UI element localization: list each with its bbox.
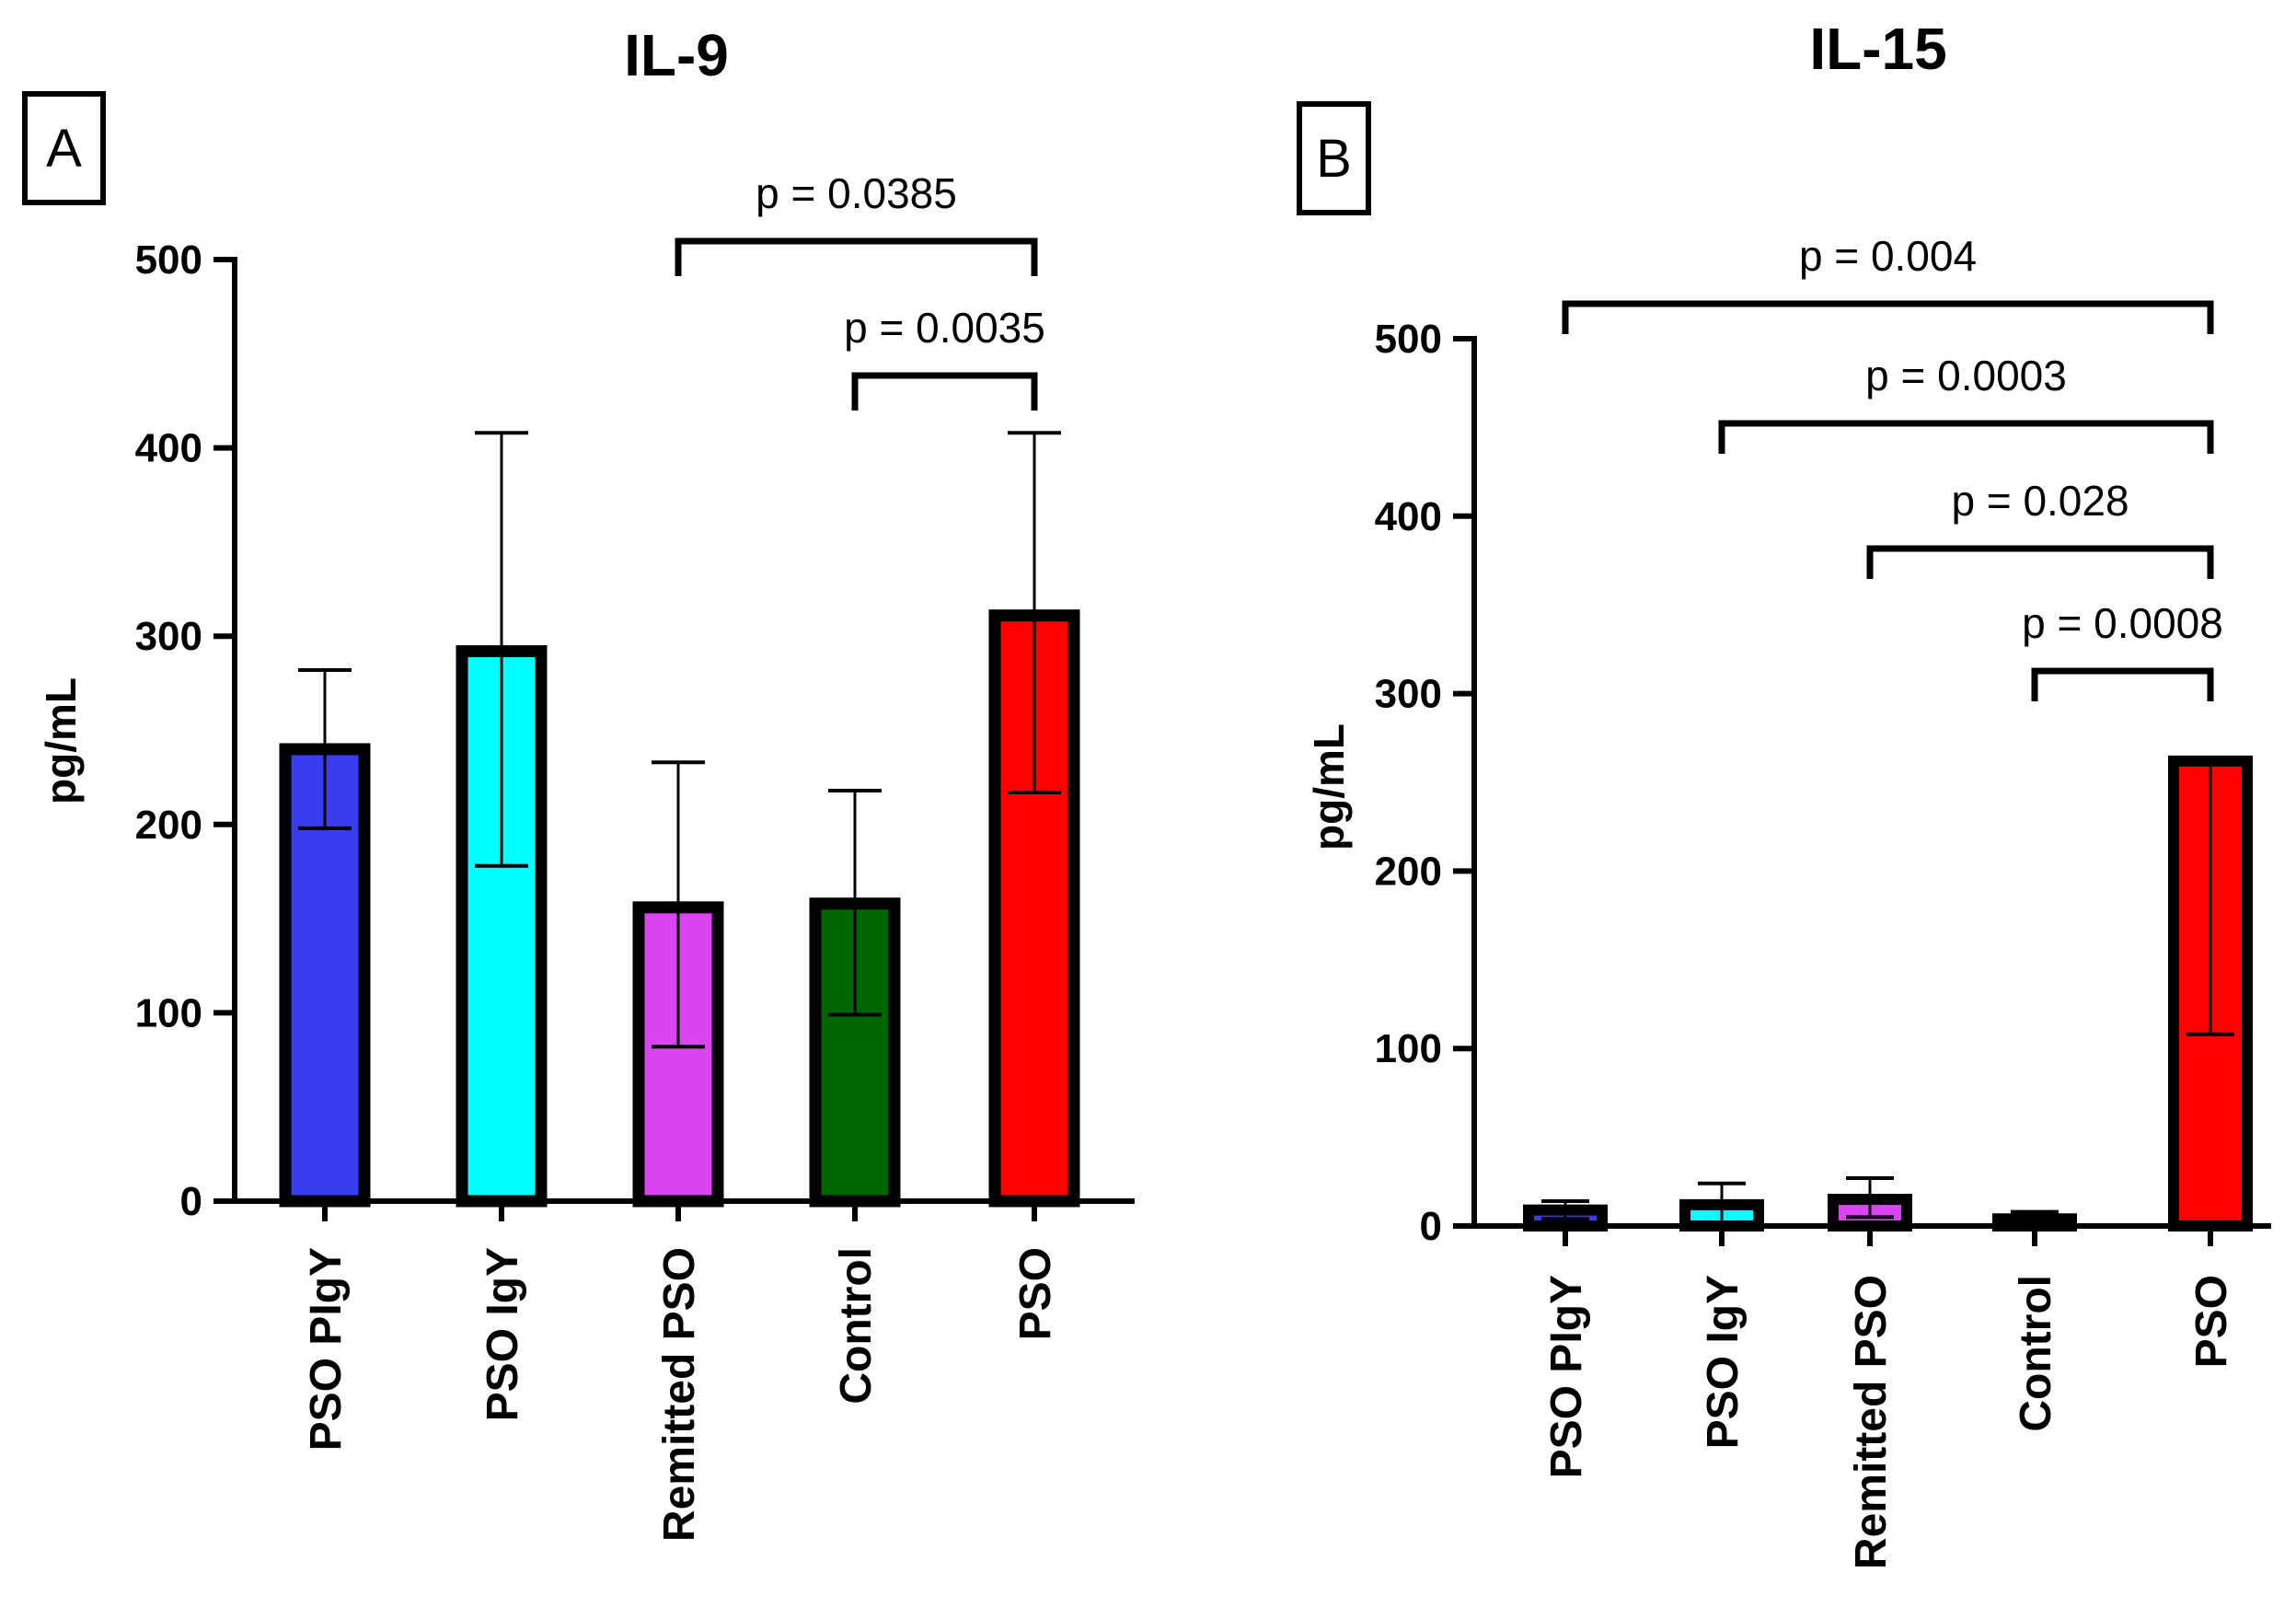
axes-il15 <box>1471 336 2271 1229</box>
axes-il9 <box>232 257 1135 1204</box>
x-category-label-remitted-pso: Remitted PSO <box>1847 1275 1896 1569</box>
y-ticks-il9: 0 100 200 300 400 500 <box>135 237 235 1224</box>
significance-bracket-1 <box>675 237 1038 276</box>
x-category-label-pso-igy: PSO IgY <box>1699 1275 1748 1449</box>
y-tick-label-500: 500 <box>135 237 202 283</box>
bars-il9 <box>279 431 1080 1208</box>
significance-bracket-2 <box>851 372 1038 411</box>
y-tick-label-200: 200 <box>135 803 202 848</box>
significance-bracket-4 <box>2031 667 2214 701</box>
y-axis-label-il9: pg/mL <box>37 677 85 804</box>
significance-bracket-3 <box>1866 545 2214 579</box>
y-tick-label-300: 300 <box>135 614 202 659</box>
x-categories-il9: PSO PIgY PSO IgY Remitted PSO Control PSO <box>302 1201 1060 1542</box>
p-value-label-3: p = 0.028 <box>1951 477 2129 525</box>
chart-title-il15: IL-15 <box>1809 16 1946 82</box>
y-tick-label-100: 100 <box>135 990 202 1035</box>
panel-label-box-b <box>1297 101 1371 215</box>
y-tick-label-200: 200 <box>1375 849 1442 894</box>
x-category-label-pso-pigy: PSO PIgY <box>1542 1275 1591 1478</box>
x-category-label-remitted-pso: Remitted PSO <box>655 1247 704 1542</box>
bars-il15 <box>1523 755 2253 1232</box>
y-tick-label-400: 400 <box>135 426 202 471</box>
y-tick-label-0: 0 <box>1420 1204 1442 1249</box>
panel-label-box-a <box>22 91 106 205</box>
x-category-label-pso-igy: PSO IgY <box>479 1247 527 1421</box>
significance-bracket-1 <box>1562 300 2214 334</box>
p-value-label-4: p = 0.0008 <box>2022 599 2223 647</box>
y-tick-label-300: 300 <box>1375 672 1442 717</box>
p-value-label-2: p = 0.0003 <box>1865 352 2067 399</box>
p-value-label-2: p = 0.0035 <box>844 304 1045 352</box>
x-category-label-pso-pigy: PSO PIgY <box>302 1247 351 1451</box>
y-tick-label-400: 400 <box>1375 494 1442 539</box>
significance-bracket-2 <box>1718 420 2214 454</box>
x-categories-il15: PSO PIgY PSO IgY Remitted PSO Control PSO <box>1542 1226 2236 1569</box>
y-tick-label-100: 100 <box>1375 1026 1442 1071</box>
comparisons-il15: p = 0.004 p = 0.0003 p = 0.028 p = 0.0008 <box>1562 232 2223 701</box>
y-axis-label-il15: pg/mL <box>1305 723 1353 850</box>
p-value-label-1: p = 0.004 <box>1799 232 1977 280</box>
chart-title-il9: IL-9 <box>624 22 729 88</box>
panel-label-b: B <box>1316 129 1352 189</box>
x-category-label-control: Control <box>832 1247 881 1405</box>
x-category-label-pso: PSO <box>1011 1247 1060 1340</box>
comparisons-il9: p = 0.0385 p = 0.0035 <box>675 169 1045 411</box>
y-tick-label-0: 0 <box>180 1179 202 1224</box>
y-ticks-il15: 0 100 200 300 400 500 <box>1375 317 1474 1249</box>
x-category-label-control: Control <box>2012 1275 2060 1432</box>
x-category-label-pso: PSO <box>2187 1275 2236 1368</box>
y-tick-label-500: 500 <box>1375 317 1442 362</box>
panel-label-a: A <box>46 119 82 179</box>
p-value-label-1: p = 0.0385 <box>756 169 957 217</box>
